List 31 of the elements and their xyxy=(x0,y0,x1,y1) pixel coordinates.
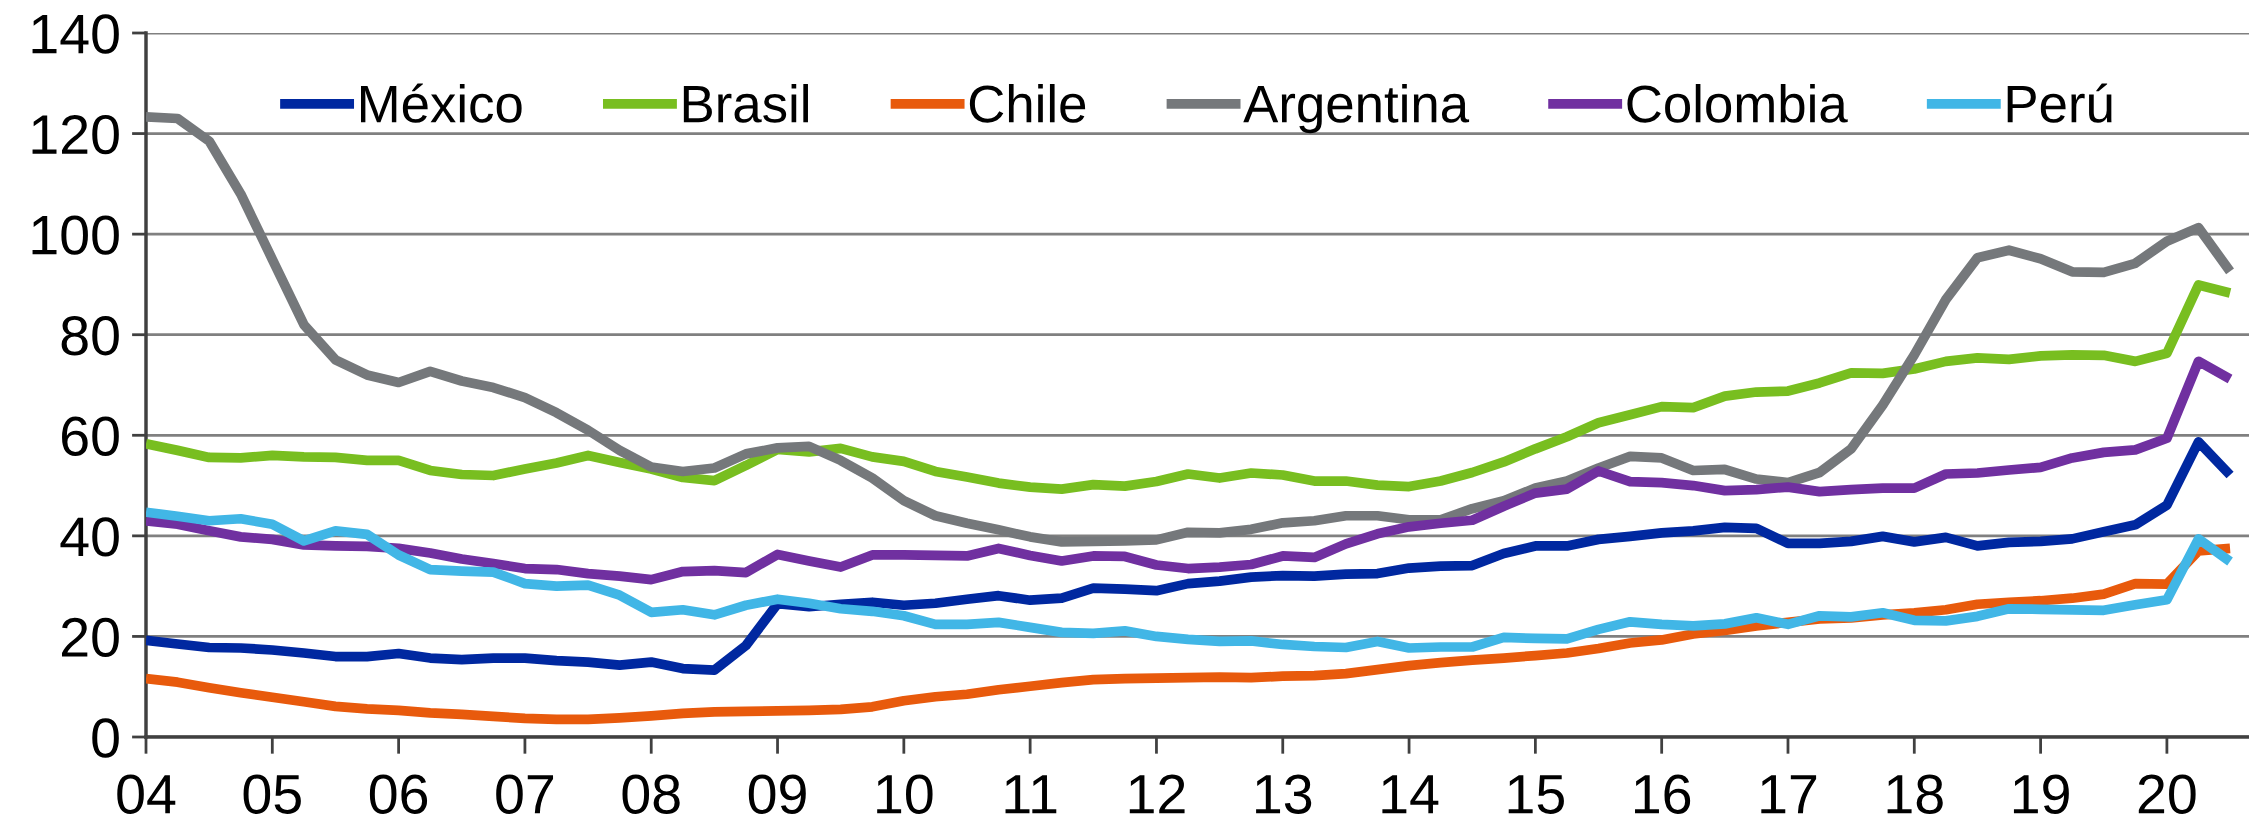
x-tick-label: 16 xyxy=(1635,774,1691,814)
legend-label: Argentina xyxy=(1243,84,1470,134)
x-tick-label: 05 xyxy=(243,774,301,814)
x-tick-label: 17 xyxy=(1761,775,1817,814)
y-tick-label: 100 xyxy=(32,215,119,255)
x-tick-label: 18 xyxy=(1887,774,1943,814)
legend-label: Perú xyxy=(2007,83,2112,123)
legend-label: Chile xyxy=(969,84,1086,123)
x-tick-label: 11 xyxy=(1005,775,1057,814)
x-tick-label: 13 xyxy=(1256,774,1312,814)
x-tick-label: 12 xyxy=(1129,774,1185,814)
x-tick-label: 07 xyxy=(496,774,554,814)
y-tick-label: 120 xyxy=(32,114,119,155)
y-tick-label: 60 xyxy=(62,416,119,456)
y-tick-label: 140 xyxy=(32,14,119,54)
x-tick-label: 15 xyxy=(1508,775,1564,814)
legend-label: Brasil xyxy=(683,84,808,123)
x-tick-label: 10 xyxy=(877,774,933,814)
y-tick-label: 20 xyxy=(62,617,119,658)
x-tick-label: 20 xyxy=(2138,774,2196,814)
legend-label: Colombia xyxy=(1627,84,1848,123)
y-tick-label: 80 xyxy=(61,316,119,356)
y-tick-label: 40 xyxy=(60,517,119,557)
legend-label: México xyxy=(361,83,522,123)
x-tick-label: 19 xyxy=(2013,774,2069,814)
x-tick-label: 06 xyxy=(369,774,428,814)
x-tick-label: 08 xyxy=(622,774,680,814)
x-tick-label: 14 xyxy=(1382,775,1439,814)
x-tick-label: 09 xyxy=(748,774,806,814)
x-tick-label: 04 xyxy=(117,774,176,814)
y-tick-label: 0 xyxy=(92,718,119,758)
